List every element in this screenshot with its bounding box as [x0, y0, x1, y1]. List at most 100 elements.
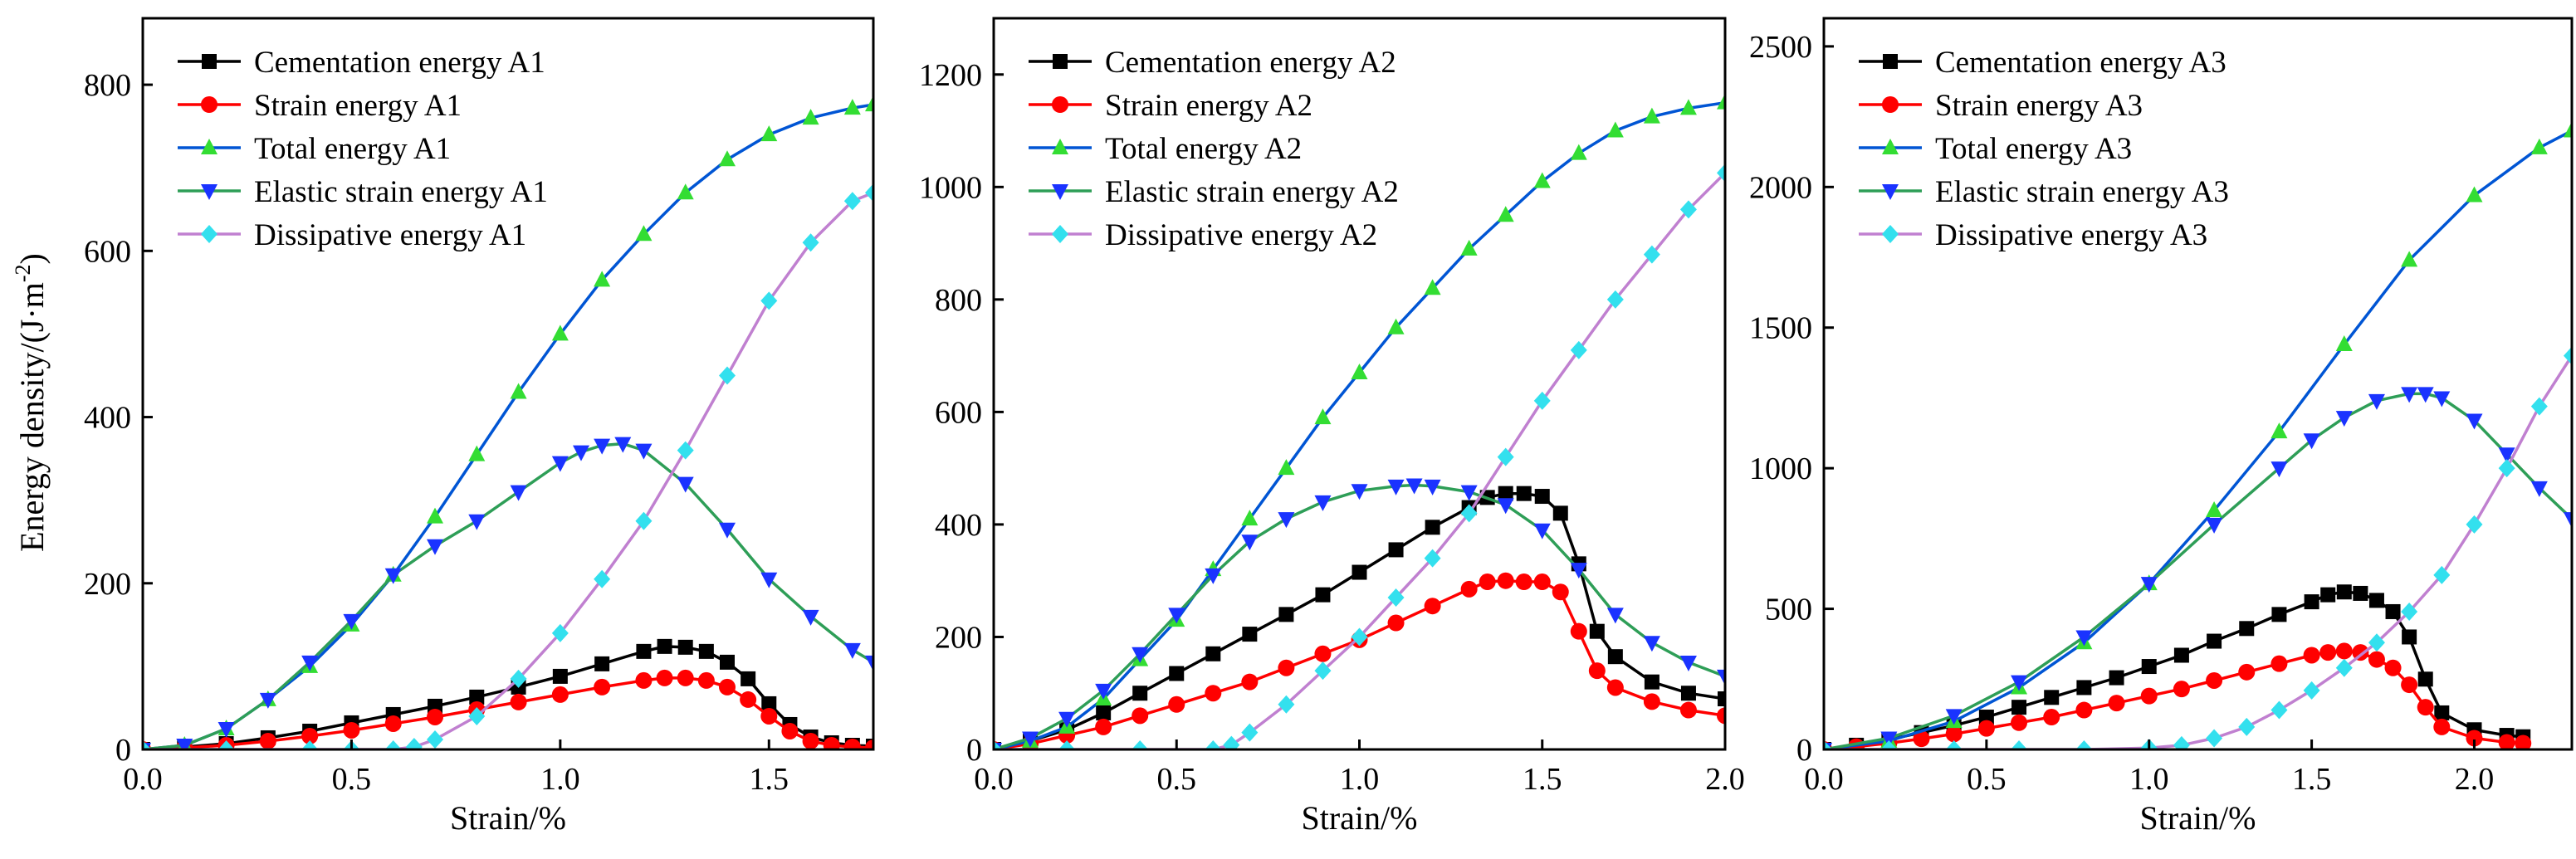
y-tick-label: 200 [935, 620, 982, 655]
data-point [1978, 710, 1994, 725]
legend: Cementation energy A2 Strain energy A2 Tot… [1029, 46, 1399, 252]
data-point [427, 507, 443, 524]
data-point [1278, 512, 1295, 529]
data-point [2044, 690, 2060, 705]
legend-item: Dissipative energy A2 [1029, 218, 1377, 252]
x-tick-label: 1.5 [750, 762, 789, 797]
data-point [1278, 459, 1295, 476]
data-point [1388, 542, 1404, 558]
data-point [760, 572, 778, 588]
legend-label: Elastic strain energy A2 [1105, 175, 1399, 209]
data-point [2385, 603, 2401, 619]
data-point [2564, 346, 2572, 365]
y-tick-label: 2500 [1749, 30, 1812, 65]
data-point [1460, 504, 1478, 523]
legend-marker [1052, 225, 1068, 243]
data-point [677, 183, 694, 200]
data-point [301, 655, 319, 671]
legend-label: Cementation energy A3 [1935, 46, 2227, 80]
x-tick-label: 0.5 [1967, 762, 2007, 797]
data-point [865, 95, 873, 112]
data-point [2206, 500, 2223, 517]
data-point [2206, 517, 2223, 534]
series-elastic-strain-energy-a2 [994, 478, 1725, 749]
legend-item: Elastic strain energy A3 [1859, 175, 2229, 209]
data-point [1717, 669, 1725, 686]
y-tick-label: 1000 [919, 170, 982, 205]
legend-label: Dissipative energy A2 [1105, 218, 1377, 252]
legend-marker [1052, 184, 1068, 200]
data-point [1552, 583, 1569, 601]
legend-marker [1052, 96, 1068, 113]
x-tick-label: 1.0 [2129, 762, 2169, 797]
data-point [1424, 598, 1441, 615]
data-point [1498, 486, 1513, 501]
data-point [2466, 413, 2483, 430]
data-point [760, 291, 778, 310]
data-point [1606, 679, 1624, 696]
y-tick-label: 400 [84, 401, 131, 436]
data-point [1241, 723, 1259, 742]
data-point [1387, 614, 1405, 632]
data-point [1132, 686, 1148, 701]
series-dissipative-energy-a3 [1824, 346, 2572, 749]
data-point [301, 740, 319, 749]
data-point [1205, 685, 1222, 702]
data-point [865, 655, 873, 671]
data-point [1643, 107, 1660, 124]
data-point [843, 192, 861, 211]
data-point [865, 739, 873, 749]
data-point [1242, 627, 1258, 642]
data-point [2303, 647, 2320, 664]
data-point [2303, 433, 2320, 450]
legend-label: Total energy A2 [1105, 132, 1302, 166]
data-point [1424, 549, 1441, 568]
data-point [427, 539, 443, 555]
data-point [1606, 290, 1624, 309]
data-point [1607, 649, 1623, 665]
data-point [1606, 121, 1624, 138]
series-elastic-strain-energy-a1 [143, 437, 873, 749]
legend-marker [201, 139, 218, 154]
data-point [1680, 686, 1696, 701]
x-tick-label: 2.0 [1705, 762, 1745, 797]
data-point [657, 638, 672, 654]
data-point [1717, 93, 1725, 110]
data-point [865, 183, 873, 203]
data-point [2368, 651, 2385, 668]
data-point [343, 721, 360, 739]
data-point [802, 732, 819, 749]
data-point [2352, 644, 2369, 661]
data-point [1132, 740, 1149, 749]
legend-label: Cementation energy A2 [1105, 46, 1396, 80]
legend-item: Cementation energy A1 [178, 46, 545, 80]
data-point [2043, 709, 2060, 726]
legend-label: Total energy A1 [254, 132, 451, 166]
data-point [1717, 707, 1725, 725]
data-point [1205, 740, 1222, 749]
x-tick-label: 1.5 [1523, 762, 1562, 797]
data-point [2319, 644, 2337, 661]
data-point [427, 708, 443, 725]
data-point [1278, 659, 1295, 676]
legend-label: Elastic strain energy A1 [254, 175, 548, 209]
data-point [2270, 461, 2288, 478]
data-point [1314, 645, 1332, 662]
data-point [594, 656, 610, 671]
data-point [2075, 701, 2093, 719]
legend: Cementation energy A1 Strain energy A1 Tot… [178, 46, 548, 252]
data-point [1643, 636, 1660, 652]
data-point [2530, 397, 2548, 416]
data-point [1679, 99, 1697, 115]
data-point [1945, 725, 1963, 743]
series-line [143, 191, 873, 749]
data-point [1278, 607, 1294, 622]
data-point [2402, 629, 2417, 645]
data-point [1516, 486, 1532, 501]
data-point [259, 692, 276, 709]
data-point [719, 522, 736, 539]
data-point [552, 668, 568, 684]
data-point [2368, 633, 2385, 652]
data-point [2434, 705, 2450, 720]
x-tick-label: 0.0 [974, 762, 1014, 797]
